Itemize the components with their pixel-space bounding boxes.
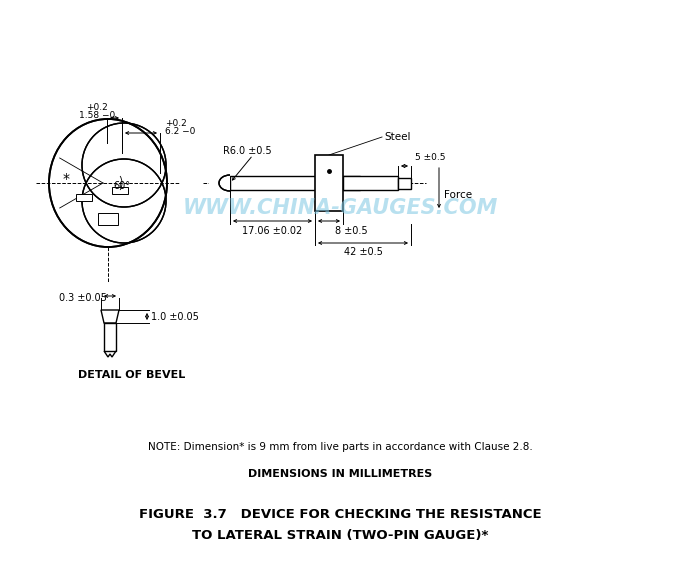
Text: TO LATERAL STRAIN (TWO-PIN GAUGE)*: TO LATERAL STRAIN (TWO-PIN GAUGE)*	[192, 528, 488, 542]
Bar	[343, 176, 398, 190]
Text: NOTE: Dimension* is 9 mm from live parts in accordance with Clause 2.8.: NOTE: Dimension* is 9 mm from live parts…	[148, 442, 532, 452]
Text: DETAIL OF BEVEL: DETAIL OF BEVEL	[78, 370, 185, 380]
Bar	[398, 178, 411, 189]
Text: *: *	[63, 172, 69, 186]
Text: Force: Force	[444, 190, 472, 200]
Text: +0.2: +0.2	[86, 104, 108, 113]
Text: 1.58 −0: 1.58 −0	[79, 112, 115, 121]
Bar	[75, 194, 92, 201]
Text: 8 ±0.5: 8 ±0.5	[335, 226, 367, 236]
Bar	[315, 155, 343, 211]
Text: Steel: Steel	[384, 132, 411, 142]
Text: WWW.CHINA-GAUGES.COM: WWW.CHINA-GAUGES.COM	[182, 198, 498, 218]
Text: FIGURE  3.7   DEVICE FOR CHECKING THE RESISTANCE: FIGURE 3.7 DEVICE FOR CHECKING THE RESIS…	[139, 508, 541, 522]
Text: 42 ±0.5: 42 ±0.5	[343, 247, 382, 257]
Text: +0.2: +0.2	[165, 118, 187, 128]
Text: 60°: 60°	[113, 181, 130, 191]
Bar	[230, 176, 360, 190]
Bar	[104, 323, 116, 351]
Polygon shape	[209, 175, 230, 191]
Text: 1.0 ±0.05: 1.0 ±0.05	[151, 312, 199, 321]
Ellipse shape	[50, 120, 167, 247]
Text: 6.2 −0: 6.2 −0	[165, 126, 195, 136]
Text: 17.06 ±0.02: 17.06 ±0.02	[242, 226, 303, 236]
Text: DIMENSIONS IN MILLIMETRES: DIMENSIONS IN MILLIMETRES	[248, 469, 432, 479]
Bar	[112, 186, 128, 194]
Text: 0.3 ±0.05: 0.3 ±0.05	[59, 293, 107, 303]
Bar	[98, 213, 118, 225]
Polygon shape	[101, 310, 119, 323]
Text: R6.0 ±0.5: R6.0 ±0.5	[223, 146, 271, 156]
Text: 5 ±0.5: 5 ±0.5	[415, 154, 445, 163]
